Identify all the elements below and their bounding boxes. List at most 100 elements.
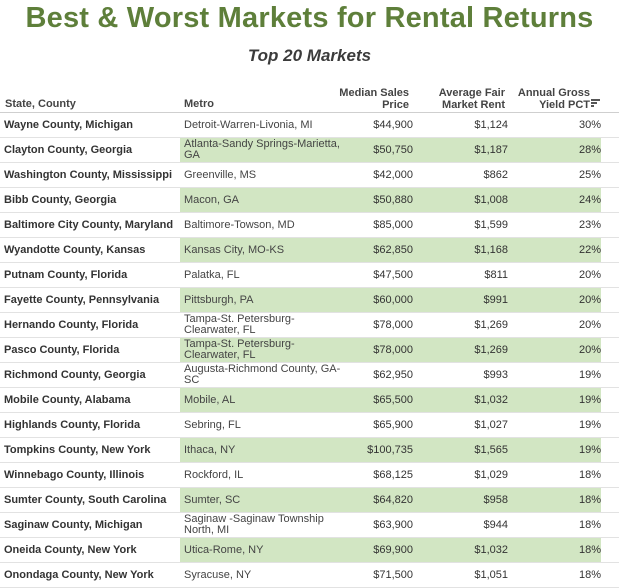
- cell-fair-market-rent: $1,032: [413, 388, 508, 412]
- table-row[interactable]: Clayton County, Georgia Atlanta-Sandy Spr…: [0, 138, 619, 163]
- table-row[interactable]: Saginaw County, Michigan Saginaw -Saginaw…: [0, 513, 619, 538]
- cell-median-sales-price: $65,500: [340, 388, 413, 412]
- table-row[interactable]: Baltimore City County, Maryland Baltimore…: [0, 213, 619, 238]
- cell-median-sales-price: $85,000: [373, 219, 413, 231]
- cell-median-sales-price: $44,900: [373, 119, 413, 131]
- table-header: State, County Metro Median Sales Price A…: [0, 86, 619, 113]
- cell-median-sales-price: $60,000: [340, 288, 413, 312]
- cell-state-county: Richmond County, Georgia: [4, 369, 146, 381]
- cell-fair-market-rent: $1,032: [413, 538, 508, 562]
- cell-metro: Macon, GA: [180, 188, 340, 212]
- cell-annual-gross-yield: 18%: [578, 569, 601, 581]
- table-row[interactable]: Mobile County, Alabama Mobile, AL $65,500 $…: [0, 388, 619, 413]
- cell-metro: Kansas City, MO-KS: [180, 238, 340, 262]
- cell-state-county: Highlands County, Florida: [4, 419, 141, 431]
- cell-fair-market-rent: $862: [483, 169, 508, 181]
- cell-annual-gross-yield: 20%: [508, 288, 601, 312]
- cell-fair-market-rent: $991: [413, 288, 508, 312]
- column-header-median-sales-price[interactable]: Median Sales Price: [339, 87, 409, 111]
- sort-descending-icon[interactable]: [591, 99, 600, 108]
- cell-fair-market-rent: $1,269: [474, 319, 508, 331]
- cell-fair-market-rent: $1,269: [413, 338, 508, 362]
- cell-state-county: Baltimore City County, Maryland: [4, 219, 174, 231]
- table-row[interactable]: Washington County, Mississippi Greenville…: [0, 163, 619, 188]
- cell-metro: Mobile, AL: [180, 388, 340, 412]
- chart-title: Best & Worst Markets for Rental Returns: [25, 2, 594, 34]
- cell-annual-gross-yield: 22%: [508, 238, 601, 262]
- cell-metro: Ithaca, NY: [180, 438, 340, 462]
- cell-state-county: Wyandotte County, Kansas: [4, 244, 146, 256]
- cell-annual-gross-yield: 19%: [578, 369, 601, 381]
- cell-median-sales-price: $64,820: [340, 488, 413, 512]
- cell-fair-market-rent: $1,051: [474, 569, 508, 581]
- cell-state-county: Fayette County, Pennsylvania: [4, 294, 160, 306]
- column-header-fmr-line1: Average Fair: [438, 87, 505, 99]
- cell-annual-gross-yield: 24%: [508, 188, 601, 212]
- cell-median-sales-price: $47,500: [373, 269, 413, 281]
- cell-median-sales-price: $63,900: [373, 519, 413, 531]
- column-header-annual-gross-yield[interactable]: Annual Gross Yield PCT: [518, 87, 590, 111]
- table-row[interactable]: Hernando County, Florida Tampa-St. Peters…: [0, 313, 619, 338]
- cell-fair-market-rent: $811: [484, 269, 508, 281]
- cell-fair-market-rent: $1,027: [474, 419, 508, 431]
- cell-state-county: Saginaw County, Michigan: [4, 519, 143, 531]
- table-row[interactable]: Oneida County, New York Utica-Rome, NY $69…: [0, 538, 619, 563]
- cell-state-county: Sumter County, South Carolina: [4, 494, 167, 506]
- column-header-fair-market-rent[interactable]: Average Fair Market Rent: [439, 87, 505, 111]
- cell-median-sales-price: $50,880: [340, 188, 413, 212]
- cell-median-sales-price: $62,850: [340, 238, 413, 262]
- column-header-median-line1: Median Sales: [339, 87, 409, 99]
- cell-fair-market-rent: $993: [483, 369, 508, 381]
- table-row[interactable]: Sumter County, South Carolina Sumter, SC $…: [0, 488, 619, 513]
- cell-metro: Greenville, MS: [184, 168, 257, 181]
- cell-median-sales-price: $69,900: [340, 538, 413, 562]
- cell-state-county: Pasco County, Florida: [4, 344, 120, 356]
- cell-metro: Sebring, FL: [184, 418, 241, 431]
- cell-metro: Rockford, IL: [184, 468, 244, 481]
- cell-state-county: Putnam County, Florida: [4, 269, 128, 281]
- column-header-state-county[interactable]: State, County: [5, 98, 76, 110]
- cell-fair-market-rent: $1,187: [413, 138, 508, 162]
- cell-fair-market-rent: $1,565: [413, 438, 508, 462]
- table-row[interactable]: Onondaga County, New York Syracuse, NY $71…: [0, 563, 619, 588]
- cell-annual-gross-yield: 20%: [578, 269, 601, 281]
- cell-annual-gross-yield: 18%: [578, 469, 601, 481]
- table-row[interactable]: Fayette County, Pennsylvania Pittsburgh, …: [0, 288, 619, 313]
- cell-metro: Pittsburgh, PA: [180, 288, 340, 312]
- cell-fair-market-rent: $1,008: [413, 188, 508, 212]
- cell-median-sales-price: $71,500: [373, 569, 413, 581]
- table-row[interactable]: Pasco County, Florida Tampa-St. Petersbur…: [0, 338, 619, 363]
- table-row[interactable]: Bibb County, Georgia Macon, GA $50,880 $1,0…: [0, 188, 619, 213]
- cell-annual-gross-yield: 18%: [508, 488, 601, 512]
- cell-median-sales-price: $50,750: [340, 138, 413, 162]
- table-row[interactable]: Wyandotte County, Kansas Kansas City, MO-…: [0, 238, 619, 263]
- table-row[interactable]: Putnam County, Florida Palatka, FL $47,500…: [0, 263, 619, 288]
- cell-state-county: Tompkins County, New York: [4, 444, 151, 456]
- column-header-yield-line2: Yield PCT: [539, 99, 590, 111]
- data-table: Wayne County, Michigan Detroit-Warren-Liv…: [0, 113, 619, 588]
- cell-median-sales-price: $65,900: [373, 419, 413, 431]
- cell-metro: Tampa-St. Petersburg-Clearwater, FL: [180, 338, 340, 362]
- column-header-fmr-line2: Market Rent: [442, 99, 505, 111]
- cell-metro: Syracuse, NY: [184, 568, 252, 581]
- cell-annual-gross-yield: 19%: [508, 438, 601, 462]
- cell-fair-market-rent: $1,599: [474, 219, 508, 231]
- column-header-yield-line1: Annual Gross: [517, 87, 590, 99]
- chart-subtitle: Top 20 Markets: [247, 46, 372, 65]
- table-row[interactable]: Richmond County, Georgia Augusta-Richmond…: [0, 363, 619, 388]
- cell-annual-gross-yield: 30%: [578, 119, 601, 131]
- table-row[interactable]: Highlands County, Florida Sebring, FL $65,…: [0, 413, 619, 438]
- cell-state-county: Oneida County, New York: [4, 544, 137, 556]
- cell-state-county: Bibb County, Georgia: [4, 194, 117, 206]
- table-row[interactable]: Tompkins County, New York Ithaca, NY $100,…: [0, 438, 619, 463]
- cell-state-county: Washington County, Mississippi: [4, 169, 173, 181]
- table-row[interactable]: Wayne County, Michigan Detroit-Warren-Liv…: [0, 113, 619, 138]
- cell-median-sales-price: $78,000: [373, 319, 413, 331]
- cell-annual-gross-yield: 19%: [508, 388, 601, 412]
- cell-annual-gross-yield: 18%: [578, 519, 601, 531]
- cell-metro: Saginaw -Saginaw Township North, MI: [184, 513, 324, 536]
- cell-median-sales-price: $78,000: [340, 338, 413, 362]
- column-header-metro[interactable]: Metro: [184, 98, 214, 110]
- cell-metro: Sumter, SC: [180, 488, 340, 512]
- table-row[interactable]: Winnebago County, Illinois Rockford, IL $6…: [0, 463, 619, 488]
